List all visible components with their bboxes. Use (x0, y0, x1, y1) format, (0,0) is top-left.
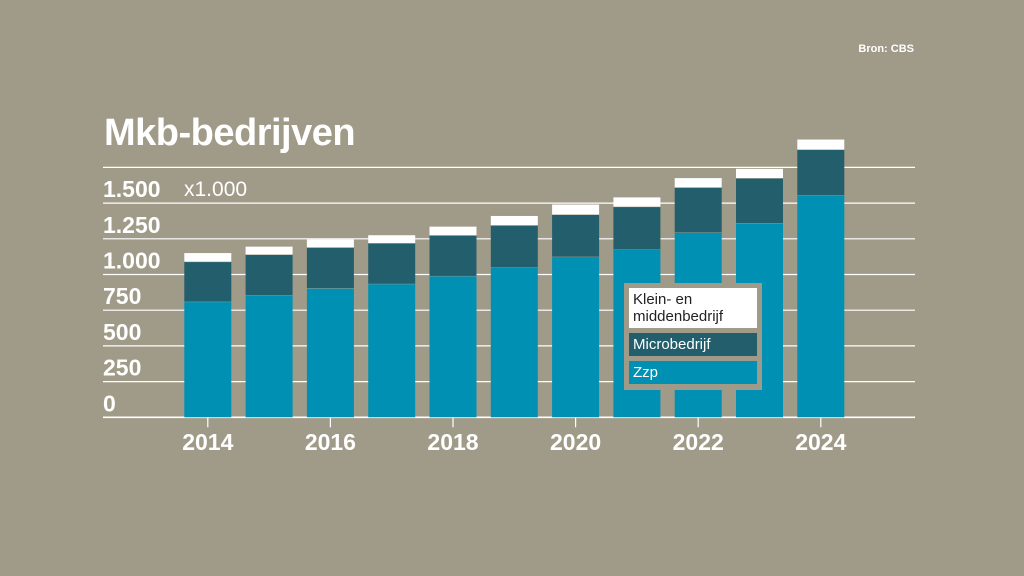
bar-zzp-2016 (306, 288, 354, 418)
bar-microbedrijf-2022 (674, 187, 722, 233)
bar-microbedrijf-2014 (184, 261, 232, 302)
chart-title: Mkb-bedrijven (104, 112, 356, 154)
y-tick-label: 1.000 (103, 248, 161, 274)
legend-item-kmb: Klein- en middenbedrijf (629, 288, 757, 328)
bar-zzp-2015 (245, 295, 293, 418)
bar-klein-en-middenbedrijf-2020 (552, 204, 600, 215)
bar-zzp-2024 (797, 195, 845, 418)
bar-klein-en-middenbedrijf-2021 (613, 197, 661, 207)
bar-zzp-2014 (184, 301, 232, 418)
y-tick-label: 500 (103, 319, 141, 345)
bar-microbedrijf-2018 (429, 235, 477, 276)
y-tick-label: 0 (103, 390, 116, 416)
source-label: Bron: CBS (858, 43, 914, 55)
x-tick-label: 2022 (673, 429, 724, 455)
bar-zzp-2018 (429, 275, 477, 418)
bar-microbedrijf-2016 (306, 247, 354, 289)
bar-microbedrijf-2021 (613, 206, 661, 250)
legend-label-kmb-line1: Klein- en (633, 291, 693, 308)
bar-microbedrijf-2017 (368, 243, 416, 284)
y-tick-label: 1.250 (103, 212, 161, 238)
bar-microbedrijf-2023 (736, 178, 783, 224)
bar-zzp-2019 (490, 267, 538, 418)
legend-item-micro: Microbedrijf (629, 333, 757, 356)
x-tick-label: 2016 (305, 429, 356, 455)
bar-microbedrijf-2019 (490, 225, 538, 268)
bar-klein-en-middenbedrijf-2017 (368, 235, 416, 244)
x-tick-label: 2024 (795, 429, 846, 455)
y-tick-label: 250 (103, 355, 141, 381)
bar-klein-en-middenbedrijf-2016 (306, 239, 354, 248)
legend-label-kmb-line2: middenbedrijf (633, 308, 724, 325)
bar-klein-en-middenbedrijf-2014 (184, 253, 232, 262)
bar-klein-en-middenbedrijf-2015 (245, 246, 293, 255)
bar-microbedrijf-2015 (245, 254, 293, 296)
legend-item-zzp: Zzp (629, 361, 757, 384)
bar-klein-en-middenbedrijf-2018 (429, 226, 477, 236)
bar-microbedrijf-2024 (797, 149, 845, 196)
bar-zzp-2020 (552, 256, 600, 418)
x-tick-label: 2020 (550, 429, 601, 455)
x-tick-label: 2018 (427, 429, 478, 455)
unit-label: x1.000 (184, 178, 247, 201)
legend: Klein- en middenbedrijf Microbedrijf Zzp (624, 283, 762, 390)
bar-klein-en-middenbedrijf-2024 (797, 139, 845, 150)
bar-zzp-2017 (368, 283, 416, 418)
x-tick-label: 2014 (182, 429, 233, 455)
y-tick-label: 1.500 (103, 176, 161, 202)
bar-klein-en-middenbedrijf-2019 (490, 215, 538, 226)
bar-klein-en-middenbedrijf-2022 (674, 178, 722, 188)
y-tick-label: 750 (103, 283, 141, 309)
bar-microbedrijf-2020 (552, 214, 600, 257)
bar-klein-en-middenbedrijf-2023 (736, 168, 783, 179)
